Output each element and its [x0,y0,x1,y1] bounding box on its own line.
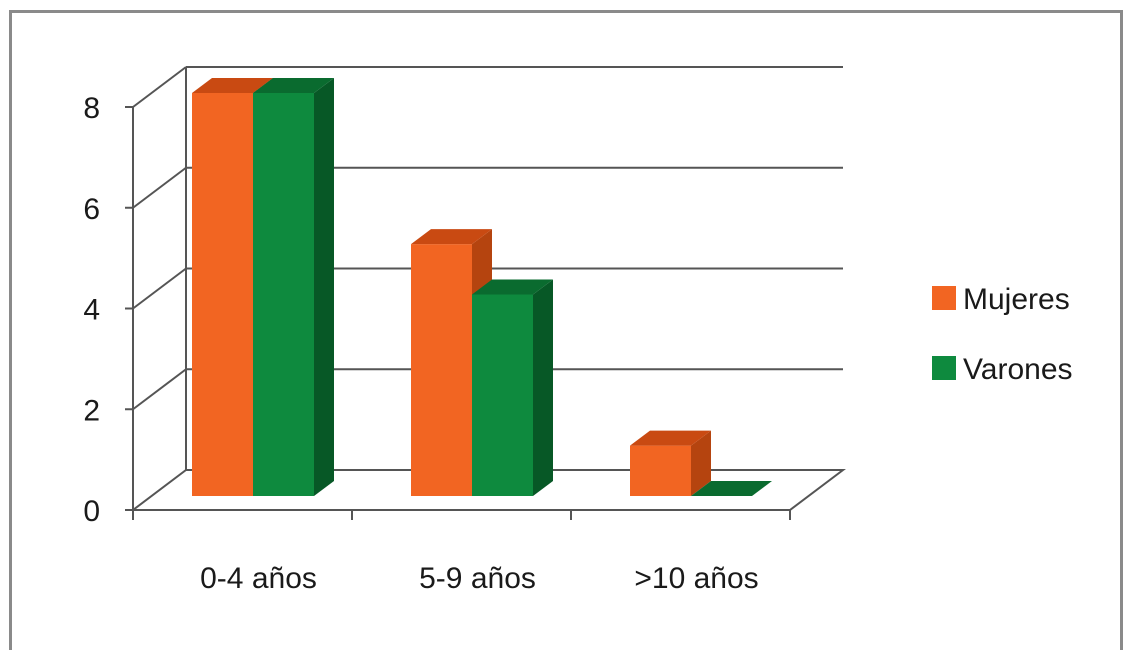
bar [691,481,772,496]
bar [253,78,334,496]
bar-front [630,445,691,496]
y-tick-label: 0 [83,495,100,528]
bar-front [192,93,253,496]
bar [630,430,711,496]
x-tick-label: 0-4 años [200,562,317,595]
bar-side [691,430,711,496]
legend-swatch-varones [932,356,956,380]
legend-label-varones: Varones [963,353,1073,386]
y-tick-label: 8 [83,92,100,125]
bar-side [314,78,334,496]
bar-front [472,294,533,496]
bar-layer [192,78,772,496]
y-tick-labels: 0 2 4 6 8 [83,92,100,528]
y-tick-label: 4 [83,294,100,327]
bar-side [533,279,553,496]
bar-top [411,229,492,245]
bar-top [630,430,711,446]
bar-top [691,481,772,496]
y-tick-label: 2 [83,394,100,427]
bar-top [472,279,553,295]
gridline-side [132,267,187,310]
bar-front [253,93,314,496]
legend: Mujeres Varones [932,283,1073,386]
bar-top [253,78,334,93]
bar [192,78,273,496]
bar [472,279,553,496]
bar-front [411,244,472,496]
gridline-side [132,166,187,209]
gridline-side [132,368,187,411]
x-tick-labels: 0-4 años 5-9 años >10 años [200,562,759,595]
gridline-side [132,66,187,108]
legend-label-mujeres: Mujeres [963,283,1070,316]
axis-layer [125,67,791,520]
legend-swatch-mujeres [932,286,956,310]
y-tick-label: 6 [83,193,100,226]
x-tick-label: 5-9 años [419,562,536,595]
x-tick-label: >10 años [634,562,758,595]
bar-top [192,78,273,93]
